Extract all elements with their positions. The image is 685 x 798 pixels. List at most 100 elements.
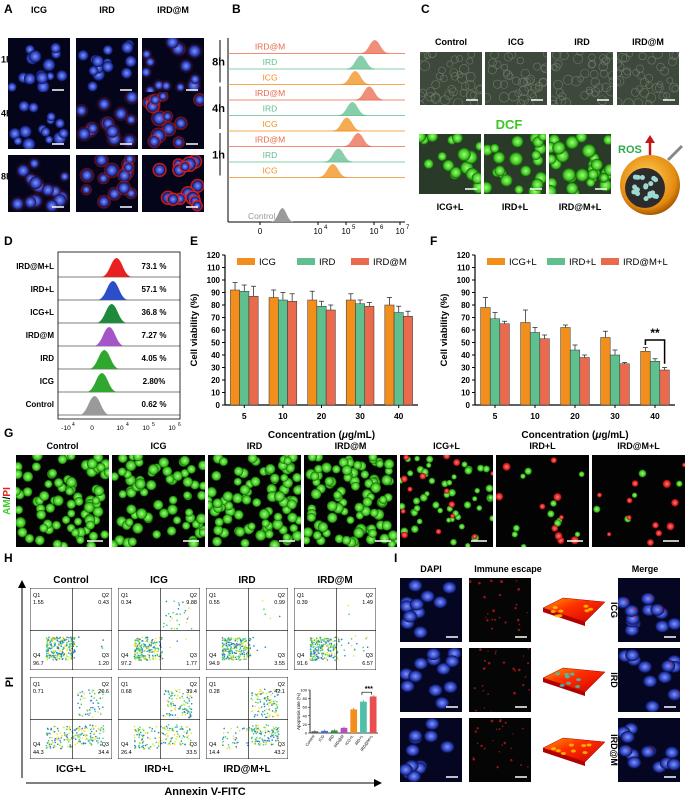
- live-cell: [383, 458, 395, 470]
- live-cell: [520, 543, 527, 547]
- event: [149, 745, 152, 748]
- event: [329, 650, 332, 652]
- inset-bar: [311, 731, 319, 733]
- event: [98, 708, 101, 710]
- event: [262, 744, 265, 746]
- red-dot: [487, 650, 489, 652]
- event: [65, 653, 68, 656]
- event: [50, 650, 53, 653]
- panel-d-peak: [78, 396, 111, 415]
- event: [225, 644, 228, 646]
- live-cell: [474, 487, 481, 494]
- event: [167, 729, 170, 732]
- event: [176, 627, 178, 630]
- quadrant-value: 33.5: [186, 750, 197, 756]
- panel-h-flow-plot: [294, 588, 376, 670]
- event: [235, 642, 238, 645]
- event: [154, 654, 157, 657]
- event: [136, 647, 138, 650]
- nucleus: [145, 57, 155, 67]
- event: [272, 726, 275, 728]
- event: [154, 641, 157, 644]
- event: [65, 657, 67, 659]
- event: [173, 704, 175, 707]
- panel-d-label: IRD+L: [31, 285, 54, 294]
- event: [80, 703, 83, 706]
- event: [50, 645, 53, 647]
- event: [99, 712, 102, 715]
- event: [243, 657, 245, 660]
- live-cell: [410, 525, 419, 534]
- live-cell: [125, 518, 134, 527]
- dead-cell: [662, 479, 671, 488]
- event: [186, 725, 189, 728]
- quadrant-name: Q1: [33, 682, 40, 688]
- event: [221, 742, 224, 744]
- live-cell: [448, 488, 456, 497]
- event: [240, 640, 242, 643]
- panel-f-xtick-label: 40: [650, 411, 660, 421]
- event: [138, 638, 141, 640]
- event: [232, 737, 235, 740]
- event: [62, 648, 65, 650]
- live-cell: [289, 523, 299, 533]
- live-cell: [482, 465, 490, 473]
- event: [58, 637, 60, 640]
- event: [144, 649, 147, 652]
- merge-red-dot: [650, 595, 653, 598]
- event: [228, 650, 231, 653]
- event: [181, 737, 183, 740]
- event: [314, 659, 317, 661]
- live-cell: [22, 471, 34, 482]
- event: [73, 729, 76, 731]
- event: [249, 637, 251, 640]
- event: [57, 648, 60, 651]
- event: [266, 712, 269, 715]
- quadrant-value: 91.6: [297, 661, 308, 667]
- red-dot: [495, 728, 498, 731]
- cell-outline: [501, 63, 509, 71]
- event: [313, 641, 315, 644]
- event: [73, 735, 76, 737]
- event: [235, 638, 237, 640]
- panel-g-label: IRD+L: [529, 441, 556, 451]
- panel-f-ylabel: Cell viability (%): [439, 294, 450, 367]
- event: [256, 649, 259, 652]
- panel-d-peak: [85, 373, 118, 392]
- event: [272, 700, 275, 703]
- event: [161, 739, 163, 742]
- live-cell: [511, 531, 518, 538]
- nucleus: [87, 81, 98, 92]
- event: [264, 729, 267, 732]
- nucleus: [13, 136, 23, 146]
- quadrant-value: 34.4: [98, 750, 109, 756]
- nucleus: [661, 660, 676, 673]
- live-cell: [327, 512, 338, 523]
- quadrant-name: Q3: [190, 742, 197, 748]
- event: [73, 649, 76, 651]
- event: [70, 655, 72, 658]
- live-cell: [314, 464, 323, 474]
- nucleus: [625, 649, 640, 662]
- event: [68, 643, 71, 646]
- event: [258, 728, 260, 731]
- cell-outline: [668, 57, 677, 66]
- event: [45, 649, 48, 651]
- event: [54, 642, 57, 644]
- cell-outline: [465, 71, 476, 82]
- event: [222, 651, 224, 654]
- event: [312, 637, 314, 639]
- event: [141, 636, 143, 639]
- event: [178, 691, 181, 694]
- cell-outline: [459, 64, 470, 75]
- event: [189, 707, 191, 710]
- panel-f-bar: [659, 369, 670, 406]
- event: [134, 656, 137, 659]
- event: [278, 615, 281, 618]
- panel-g-label: IRD@M+L: [617, 441, 660, 451]
- event: [69, 746, 71, 748]
- cell-outline: [576, 52, 584, 56]
- panel-e-bar: [248, 296, 259, 406]
- cell-outline: [636, 85, 643, 93]
- event: [246, 655, 249, 658]
